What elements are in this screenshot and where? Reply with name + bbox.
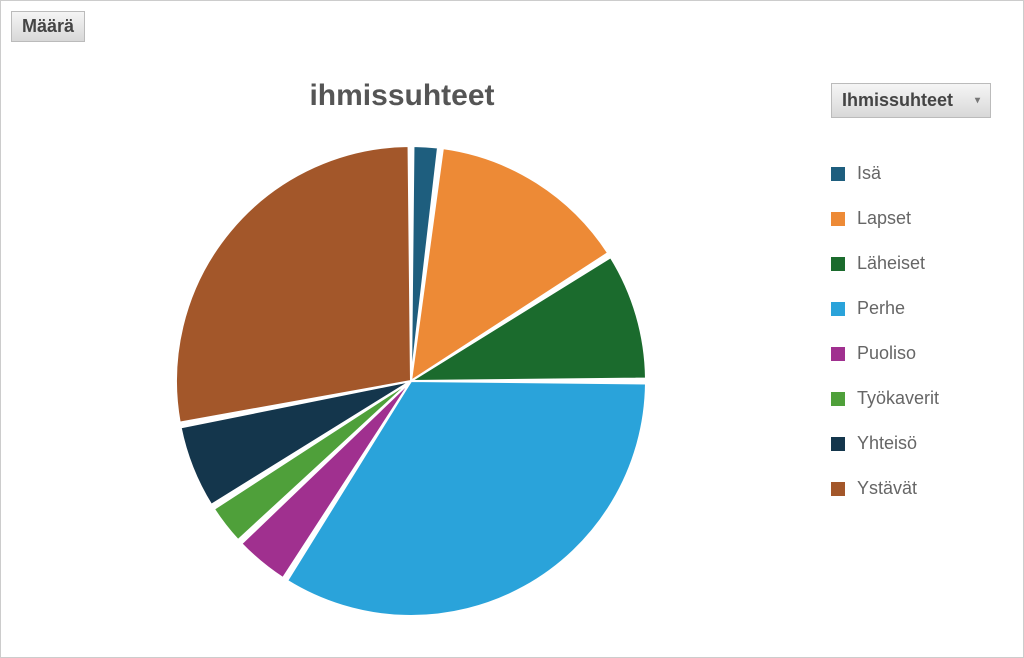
legend-swatch <box>831 482 845 496</box>
legend-swatch <box>831 392 845 406</box>
legend-label: Läheiset <box>857 253 925 274</box>
measure-badge: Määrä <box>11 11 85 42</box>
legend-label: Perhe <box>857 298 905 319</box>
legend-label: Ystävät <box>857 478 917 499</box>
legend-item[interactable]: Ystävät <box>831 478 991 499</box>
legend-swatch <box>831 212 845 226</box>
measure-badge-label: Määrä <box>22 16 74 36</box>
legend-swatch <box>831 347 845 361</box>
legend-header-dropdown[interactable]: Ihmissuhteet ▾ <box>831 83 991 118</box>
legend-label: Työkaverit <box>857 388 939 409</box>
legend-label: Puoliso <box>857 343 916 364</box>
pie-chart <box>171 141 651 621</box>
legend-label: Isä <box>857 163 881 184</box>
legend-item[interactable]: Perhe <box>831 298 991 319</box>
pie-slice[interactable] <box>176 146 411 423</box>
legend-item[interactable]: Lapset <box>831 208 991 229</box>
legend-item[interactable]: Isä <box>831 163 991 184</box>
legend-swatch <box>831 437 845 451</box>
legend: Isä Lapset Läheiset Perhe Puoliso Työkaverit Y… <box>831 139 991 523</box>
legend-item[interactable]: Puoliso <box>831 343 991 364</box>
legend-item[interactable]: Läheiset <box>831 253 991 274</box>
legend-label: Yhteisö <box>857 433 917 454</box>
legend-header-label: Ihmissuhteet <box>842 90 953 111</box>
legend-swatch <box>831 167 845 181</box>
chart-title-text: ihmissuhteet <box>309 79 494 112</box>
chart-container: Määrä ihmissuhteet Ihmissuhteet ▾ Isä Lap… <box>0 0 1024 658</box>
legend-swatch <box>831 257 845 271</box>
legend-item[interactable]: Yhteisö <box>831 433 991 454</box>
legend-item[interactable]: Työkaverit <box>831 388 991 409</box>
legend-label: Lapset <box>857 208 911 229</box>
legend-swatch <box>831 302 845 316</box>
chevron-down-icon: ▾ <box>975 95 980 106</box>
